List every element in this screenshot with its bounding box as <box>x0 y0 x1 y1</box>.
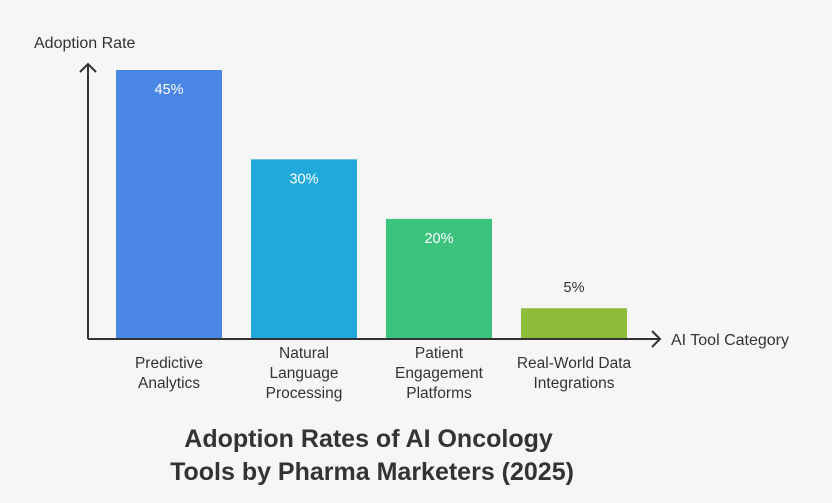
category-label-line: Platforms <box>406 385 472 402</box>
category-label-line: Patient <box>415 345 464 362</box>
bar <box>251 159 357 338</box>
x-axis-line <box>88 330 662 348</box>
category-label: Predictive Analytics <box>135 355 203 392</box>
bar-value-label: 20% <box>424 231 453 247</box>
bar <box>521 308 627 338</box>
category-labels: Predictive Analytics Natural Language Proces… <box>135 345 632 402</box>
chart-title: Adoption Rates of AI Oncology Tools by P… <box>170 425 574 486</box>
category-label: Patient Engagement Platforms <box>395 345 484 402</box>
y-axis-label: Adoption Rate <box>34 35 136 52</box>
category-label-line: Analytics <box>138 375 200 392</box>
category-label-line: Natural <box>279 345 329 362</box>
category-label-line: Engagement <box>395 365 484 382</box>
category-label-line: Real-World Data <box>517 355 632 372</box>
bar <box>116 70 222 338</box>
x-axis-label: AI Tool Category <box>671 332 789 349</box>
bar-value-label: 5% <box>564 280 585 296</box>
category-label: Natural Language Processing <box>266 345 343 402</box>
bars-group: 45% 30% 20% 5% <box>116 70 627 338</box>
category-label-line: Integrations <box>534 375 615 392</box>
category-label-line: Predictive <box>135 355 203 372</box>
bar-value-label: 45% <box>154 82 183 98</box>
chart-title-line-1: Adoption Rates of AI Oncology <box>184 425 553 453</box>
y-axis-line <box>79 62 97 339</box>
chart-title-line-2: Tools by Pharma Marketers (2025) <box>170 458 574 486</box>
category-label: Real-World Data Integrations <box>517 355 632 392</box>
bar <box>386 218 492 338</box>
category-label-line: Language <box>270 365 339 382</box>
bar-value-label: 30% <box>289 171 318 187</box>
category-label-line: Processing <box>266 385 343 402</box>
